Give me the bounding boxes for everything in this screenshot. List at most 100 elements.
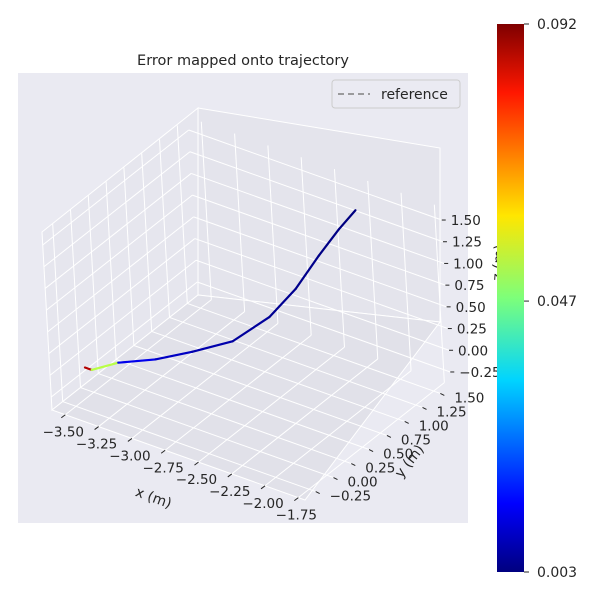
z-tick-label: 1.50 [451,213,481,229]
grid-line-z-back [189,151,444,243]
y-tick-mark [368,449,374,452]
trajectory-segment [83,366,93,371]
grid-line-y-left [69,209,81,388]
x-tick-mark [227,473,233,478]
x-tick-mark [127,438,133,442]
grid-line-x-back [234,133,246,312]
y-tick-mark [440,392,445,396]
grid-line-y-floor [151,330,405,422]
grid-line-y-left [87,195,99,374]
trajectory-segment [337,209,357,231]
colorbar-ticks: 0.003 0.047 0.092 [524,17,577,581]
grid-line-y-left [141,153,153,332]
x-tick-mark [194,461,199,466]
grid-line-z-left [49,259,197,376]
x-tick-label: −3.50 [43,425,84,441]
x-tick-mark [294,497,299,502]
grid-line-y-left [159,139,171,318]
grid-line-y-left [105,181,117,360]
grid-line-z-left [42,129,190,246]
x-tick-label: −3.25 [76,437,117,453]
grid-line-y-left [123,167,135,346]
grid-line-z-back [191,172,445,264]
grid-line-y-floor [169,316,423,408]
z-tick-label: 0.00 [458,343,488,359]
grid-line-z-back [197,281,451,373]
grid-line-y-floor [133,345,388,436]
y-tick-mark [422,406,427,410]
grid-line-y-floor [80,387,334,479]
trajectory-segment [117,358,157,364]
y-tick-mark [386,435,392,438]
y-tick-mark [333,477,338,481]
trajectory-segment [191,340,234,353]
grid-line-x-back [267,145,279,324]
x-tick-label: −3.00 [109,448,150,464]
grid-line-x-back [400,192,412,371]
grid-line-z-left [47,216,194,333]
x-tick-label: −1.75 [276,508,317,524]
grid-line-z-back [194,238,448,330]
legend[interactable]: reference [331,79,461,109]
x-tick-label: −2.00 [242,496,283,512]
grid-line-x-floor [65,299,212,416]
grid-line-x-back [367,180,379,359]
x-tick-label: −2.75 [142,460,183,476]
grid-line-x-floor [131,323,279,439]
grid-line-z-left [46,194,193,311]
grid-line-z-back [188,129,442,221]
trajectory-segment [154,350,194,361]
colorbar-gradient [497,24,524,572]
grid-line-x-back [333,169,345,348]
grid-line-y-floor [115,359,370,450]
y-tick-label: 0.75 [401,432,431,448]
grid-line-x-floor [298,382,445,499]
grid-line-z-left [48,238,196,354]
y-tick-mark [404,421,409,424]
trajectory-segment [268,287,297,319]
grid-line-z-back [193,216,447,308]
grid-lines [42,121,451,499]
x-tick-mark [61,414,66,419]
trajectory-segment [231,315,271,343]
y-tick-label: 0.00 [347,475,377,491]
grid-line-z-left [50,281,198,398]
grid-line-z-back [195,259,450,351]
colorbar-tick-label: 0.092 [537,17,577,33]
x-tick-mark [94,426,99,430]
grid-line-x-floor [264,370,412,487]
grid-line-y-left [176,125,188,304]
y-tick-label: 1.50 [454,390,484,406]
z-tick-label: 0.25 [457,322,487,338]
pane-floor [50,294,441,501]
y-tick-mark [315,491,320,495]
z-tick-label: 1.00 [453,256,483,272]
trajectory-segment [90,361,120,371]
grid-line-y-floor [187,302,441,394]
series-layer [83,209,357,371]
legend-box [331,79,461,109]
x-tick-label: −2.50 [176,472,217,488]
grid-line-x-back [200,121,212,300]
y-tick-label: 1.00 [419,418,449,434]
grid-line-x-back [300,157,312,336]
x-tick-mark [160,449,166,454]
chart-title: Error mapped onto trajectory [137,53,349,69]
z-tick-label: 0.50 [456,300,486,316]
z-tick-label: 0.75 [454,278,484,294]
grid-line-y-left [52,223,64,402]
grid-line-z-left [44,173,192,289]
grid-line-x-back [433,204,445,383]
x-tick-mark [260,485,266,490]
grid-line-x-floor [231,358,379,475]
tick-labels: −3.50−3.25−3.00−2.75−2.50−2.25−2.00−1.75… [43,213,501,524]
y-tick-label: 0.50 [383,447,413,463]
colorbar-tick-label: 0.003 [537,565,577,581]
y-tick-label: −0.25 [330,489,371,505]
x-tick-label: −2.25 [209,484,250,500]
y-tick-mark [351,463,356,466]
colorbar-tick-label: 0.047 [537,294,577,310]
y-tick-label: 1.25 [437,404,467,420]
y-tick-label: 0.25 [365,461,395,477]
